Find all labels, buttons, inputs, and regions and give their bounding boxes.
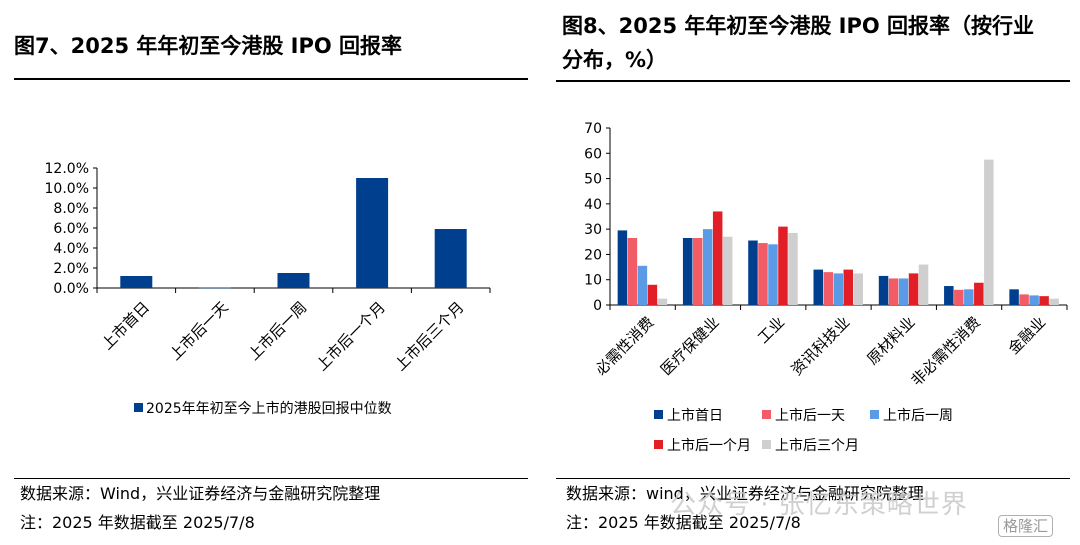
- y-tick-label: 0.0%: [53, 281, 89, 297]
- bar-工业-上市后一天: [758, 243, 768, 305]
- legend-swatch: [654, 410, 663, 419]
- y-tick-label: 2.0%: [53, 261, 89, 277]
- right-source-note: 数据来源：wind，兴业证券经济与金融研究院整理: [566, 484, 924, 503]
- bar-资讯科技业-上市后一个月: [843, 269, 853, 305]
- bar-金融业-上市后一天: [1019, 294, 1029, 305]
- x-tick-label: 金融业: [1005, 313, 1050, 358]
- bar-医疗保健业-上市后三个月: [722, 236, 733, 305]
- left-figure-title: 图7、2025 年年初至今港股 IPO 回报率: [14, 34, 403, 58]
- bar-上市首日: [120, 276, 153, 288]
- bar-非必需性消费-上市后一天: [954, 289, 964, 305]
- y-tick-label: 12.0%: [45, 161, 89, 177]
- bar-资讯科技业-上市后三个月: [853, 273, 863, 305]
- bar-非必需性消费-上市后一周: [964, 289, 974, 305]
- y-tick-label: 4.0%: [53, 241, 89, 257]
- bar-资讯科技业-上市后一周: [833, 273, 843, 305]
- bar-金融业-上市后一个月: [1039, 296, 1049, 305]
- y-tick-label: 20: [584, 247, 602, 263]
- legend-label: 上市后一周: [883, 407, 953, 424]
- y-tick-label: 30: [584, 222, 602, 238]
- y-tick-label: 8.0%: [53, 201, 89, 217]
- bar-原材料业-上市后一个月: [908, 273, 919, 305]
- right-figure-title-line2: 分布，%）: [562, 48, 668, 72]
- y-tick-label: 6.0%: [53, 221, 89, 237]
- bar-金融业-上市后三个月: [1049, 298, 1059, 305]
- bar-资讯科技业-上市后一天: [823, 272, 833, 305]
- y-tick-label: 70: [584, 121, 602, 137]
- bar-必需性消费-上市后三个月: [657, 298, 668, 305]
- y-tick-label: 0: [593, 298, 602, 314]
- left-footer-rule: [14, 478, 528, 479]
- legend-swatch: [870, 410, 879, 419]
- left-source-note: 数据来源：Wind，兴业证券经济与金融研究院整理: [20, 484, 381, 503]
- bar-医疗保健业-上市后一个月: [712, 211, 723, 305]
- legend-swatch: [762, 440, 771, 449]
- x-tick-label: 上市首日: [98, 298, 153, 353]
- bar-工业-上市首日: [748, 240, 758, 305]
- bar-金融业-上市首日: [1009, 289, 1019, 305]
- bar-原材料业-上市首日: [878, 275, 889, 305]
- left-date-note: 注：2025 年数据截至 2025/7/8: [20, 513, 255, 532]
- x-tick-label: 上市后一天: [166, 298, 232, 364]
- legend-label: 上市后三个月: [775, 437, 859, 454]
- x-tick-label: 原材料业: [863, 313, 918, 368]
- x-tick-label: 必需性消费: [592, 313, 658, 379]
- right-title-rule: [556, 80, 1070, 82]
- legend-swatch: [134, 403, 143, 412]
- watermark-text: 公众号 · 张忆东策略世界: [670, 490, 968, 520]
- bar-原材料业-上市后一周: [898, 278, 909, 305]
- legend-label: 上市首日: [667, 407, 723, 424]
- bar-资讯科技业-上市首日: [813, 269, 823, 305]
- bar-医疗保健业-上市首日: [682, 237, 693, 305]
- bar-上市后一天: [198, 287, 231, 289]
- legend-label: 上市后一天: [775, 407, 845, 424]
- bar-原材料业-上市后一天: [888, 278, 899, 305]
- y-tick-label: 60: [584, 146, 602, 162]
- bar-必需性消费-上市后一天: [627, 237, 638, 305]
- bar-工业-上市后一个月: [778, 226, 788, 305]
- legend-label: 上市后一个月: [667, 437, 751, 454]
- x-tick-label: 资讯科技业: [788, 313, 854, 379]
- bar-工业-上市后三个月: [788, 232, 798, 305]
- bar-金融业-上市后一周: [1029, 295, 1039, 305]
- left-figure-panel: 图7、2025 年年初至今港股 IPO 回报率 0.0% 2.0% 4.0% 6.0%…: [0, 0, 530, 545]
- y-tick-label: 10: [584, 273, 602, 289]
- right-figure-title-line1: 图8、2025 年年初至今港股 IPO 回报率（按行业: [562, 14, 1035, 38]
- left-title-rule: [14, 78, 528, 80]
- x-tick-label: 医疗保健业: [657, 313, 723, 379]
- bar-非必需性消费-上市后三个月: [984, 159, 994, 305]
- x-tick-label: 工业: [754, 313, 788, 347]
- right-footer-rule: [556, 478, 1070, 479]
- bar-上市后三个月: [434, 229, 467, 288]
- bar-医疗保健业-上市后一天: [692, 237, 703, 305]
- right-figure-panel: 图8、2025 年年初至今港股 IPO 回报率（按行业 分布，%） 0 10 20 3…: [550, 0, 1080, 545]
- bar-必需性消费-上市首日: [617, 230, 628, 305]
- y-tick-label: 10.0%: [45, 181, 89, 197]
- right-bar-chart: 0 10 20 30 40 50 60 70 必需性消费 医疗保健业 工业 资讯科技业 原材料业非必需性…: [584, 121, 1068, 454]
- bar-必需性消费-上市后一周: [637, 265, 648, 305]
- right-date-note: 注：2025 年数据截至 2025/7/8: [566, 513, 801, 532]
- bar-上市后一个月: [356, 178, 389, 288]
- bar-非必需性消费-上市后一个月: [974, 282, 984, 305]
- bar-工业-上市后一周: [768, 244, 778, 305]
- left-bar-chart: 0.0%2.0%4.0%6.0%8.0%10.0%12.0%上市首日 上市后一天上…: [45, 161, 491, 417]
- bar-非必需性消费-上市首日: [944, 286, 954, 305]
- y-tick-label: 50: [584, 172, 602, 188]
- legend-swatch: [654, 440, 663, 449]
- x-tick-label: 上市后一个月: [313, 298, 389, 374]
- x-tick-label: 上市后一周: [245, 298, 311, 364]
- bar-原材料业-上市后三个月: [918, 264, 929, 305]
- bar-必需性消费-上市后一个月: [647, 284, 658, 305]
- legend-swatch: [762, 410, 771, 419]
- legend-label: 2025年年初至今上市的港股回报中位数: [146, 400, 392, 417]
- x-tick-label: 上市后三个月: [391, 298, 467, 374]
- x-tick-label: 非必需性消费: [908, 313, 984, 389]
- gelonghui-logo: 格隆汇: [998, 515, 1054, 537]
- bar-医疗保健业-上市后一周: [702, 229, 713, 305]
- y-tick-label: 40: [584, 197, 602, 213]
- bar-上市后一周: [277, 273, 310, 288]
